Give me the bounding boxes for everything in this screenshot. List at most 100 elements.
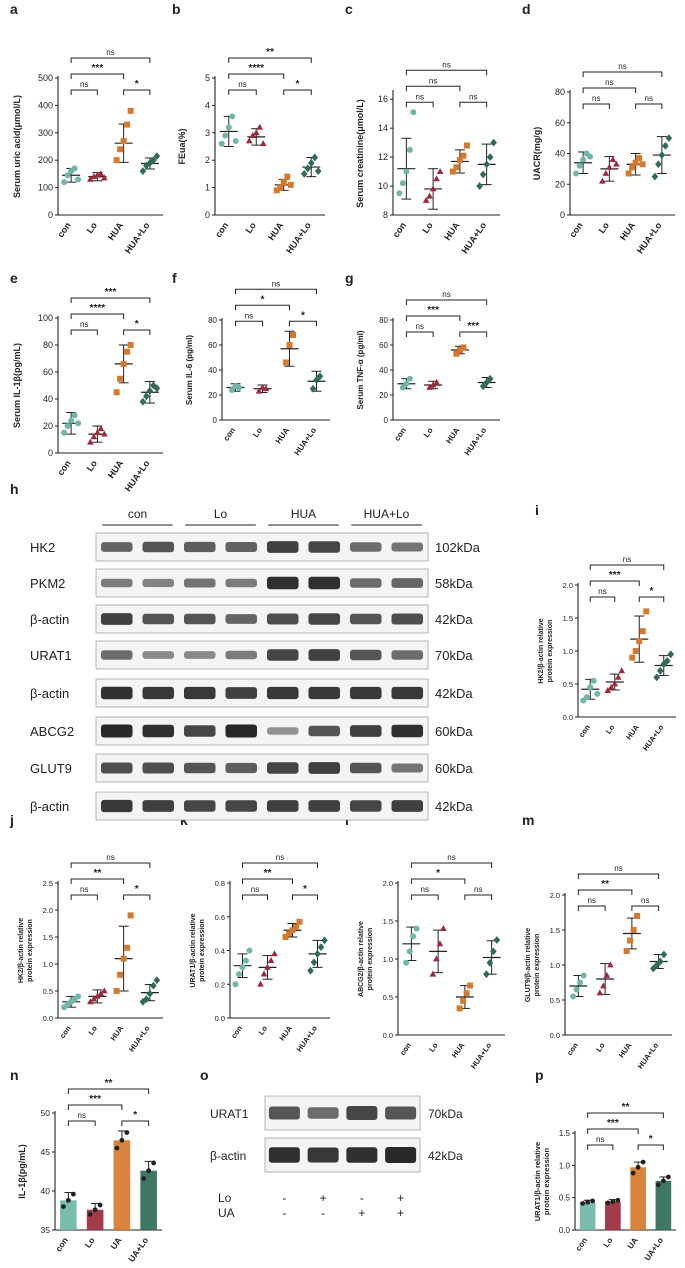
panel-f-point (229, 387, 235, 393)
panel-d-letter: d (522, 1, 531, 17)
blot-h-band (349, 613, 382, 625)
panel-e-ytick-label: 20 (43, 421, 53, 431)
blot-h-band (349, 578, 382, 588)
panel-m-xlabel: con (565, 1041, 580, 1057)
panel-c-ytick-label: 8 (383, 210, 388, 220)
panel-g-point (433, 378, 440, 385)
panel-l-bracket (464, 894, 493, 900)
panel-p-bar (655, 1180, 672, 1230)
panel-p-bar (605, 1201, 621, 1230)
panel-j-point (90, 995, 98, 1002)
blot-h-size-label: 42kDa (435, 686, 473, 701)
panel-b-xlabel: Lo (243, 220, 258, 235)
panel-e-point (90, 433, 98, 440)
panel-f-sig-label: ns (272, 279, 280, 288)
panel-m-bracket (577, 889, 633, 895)
panel-b-point (287, 181, 294, 188)
panel-p-letter: p (535, 1067, 544, 1083)
blot-h-band (183, 613, 216, 625)
panel-m-point (607, 961, 614, 968)
blot-h-size-label: 58kDa (435, 576, 473, 591)
panel-n-ylabel: IL-1β(pg/mL) (17, 1144, 27, 1198)
panel-n-point (124, 1130, 130, 1135)
panel-j-point (75, 993, 82, 1000)
panel-d-ytick-label: 40 (555, 149, 565, 159)
blot-h-band (308, 800, 341, 812)
panel-i-ylabel-line1: HK2/β-actin relative (538, 618, 545, 683)
panel-n-point (97, 1202, 103, 1208)
panel-j-bracket (70, 878, 125, 884)
panel-n-letter: n (10, 1067, 19, 1083)
blot-h-band (183, 762, 216, 774)
panel-d-ytick-label: 80 (555, 87, 565, 97)
blot-h-band (142, 578, 175, 588)
panel-j-bracket (123, 894, 151, 900)
panel-p-sig-label: * (649, 1134, 653, 1145)
panel-k-point (232, 981, 239, 988)
panel-c-point (486, 153, 494, 162)
panel-m-ylabel-line1: GLUT9/β-actin relative (525, 928, 532, 1002)
panel-l-point (429, 970, 437, 977)
panel-b-ytick-label: 4 (205, 100, 210, 110)
blot-h-band (100, 542, 133, 552)
blot-h-size-label: 42kDa (435, 799, 473, 814)
blot-h-band (391, 800, 424, 812)
blot-h-protein-label: GLUT9 (30, 761, 72, 776)
panel-f-sig-label: * (301, 310, 305, 321)
panel-g-xlabel: con (392, 426, 408, 443)
panel-i-sig-label: * (650, 586, 654, 597)
panel-a-bracket (70, 73, 125, 79)
panel-i-point (636, 638, 643, 645)
blot-h-band (183, 800, 216, 812)
panel-e-bracket (70, 297, 151, 303)
panel-n-sig-label: ** (105, 1078, 113, 1089)
panel-k-ytick-label: 0.8 (215, 879, 225, 888)
panel-e-sig-label: *** (105, 287, 117, 298)
panel-b-point (300, 170, 308, 178)
panel-d-point (665, 134, 673, 143)
panel-l-point (467, 982, 474, 989)
panel-b-point (245, 137, 253, 144)
blot-h-size-label: 60kDa (435, 724, 473, 739)
panel-a-ytick-label: 200 (38, 155, 53, 165)
panel-l-bracket (410, 862, 493, 868)
panel-g-ytick-label: 40 (379, 366, 388, 375)
panel-e-point (68, 417, 75, 424)
panel-k-sig-label: ns (276, 853, 284, 862)
panel-b-xlabel: con (213, 220, 230, 239)
panel-i-point (611, 680, 619, 687)
panel-g-bracket (405, 331, 434, 337)
panel-l-point (463, 990, 470, 997)
panel-f-point (309, 384, 317, 393)
panel-l-sig-label: ns (421, 885, 429, 894)
panel-e-ytick-label: 80 (43, 340, 53, 350)
panel-m-point (603, 971, 611, 978)
panel-i-point (663, 657, 671, 665)
blot-h-band (225, 800, 258, 812)
panel-e-point (139, 397, 147, 406)
panel-c-point (426, 192, 433, 199)
panel-c-xlabel: HUA (442, 220, 462, 242)
panel-m-point (630, 927, 637, 933)
panel-p-point (610, 1199, 616, 1204)
panel-e-point (150, 381, 157, 390)
panel-n-ytick-label: 50 (41, 1108, 51, 1118)
panel-k-point (317, 943, 325, 952)
panel-f-xlabel: HUA+Lo (293, 426, 319, 457)
panel-l-sig-label: * (436, 868, 440, 879)
panel-n-bracket (67, 1088, 150, 1094)
panel-f-point (255, 387, 263, 394)
panel-k-bracket (242, 878, 293, 884)
blot-h-size-label: 70kDa (435, 648, 473, 663)
panel-n-bar (113, 1140, 131, 1230)
panel-b-point (256, 123, 264, 130)
panel-c-point (479, 170, 487, 179)
blot-h-band (308, 649, 341, 661)
panel-c-point (399, 180, 406, 187)
panel-a-point (101, 174, 108, 181)
panel-j-ytick-label: 0.5 (43, 987, 53, 996)
blot-h-band (308, 686, 341, 700)
panel-j-sig-label: * (135, 884, 139, 895)
panel-d-point (576, 162, 583, 169)
panel-j-xlabel: HUA+Lo (127, 1024, 152, 1054)
